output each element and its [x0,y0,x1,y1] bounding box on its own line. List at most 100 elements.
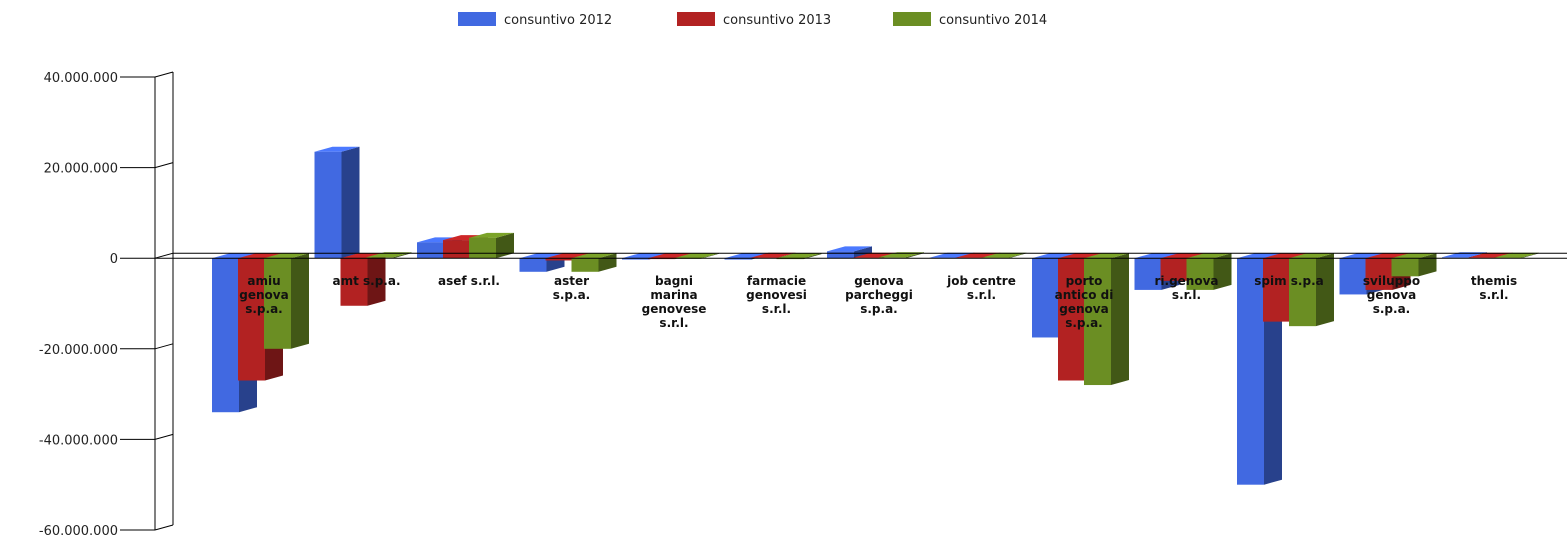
bar-top [212,253,257,259]
bar-top [314,146,360,152]
y-axis: 40.000.000 20.000.000 0 -20.000.000 -40.000.… [39,71,174,535]
bar-top [1134,253,1180,259]
bar-top [853,252,898,258]
bar-top [674,253,719,259]
bars-layer [212,146,1539,485]
bar-front [1237,258,1264,485]
bar-front [1391,258,1419,277]
bar-side [1008,252,1027,259]
y-tick-label: -60.000.000 [39,524,118,535]
bar-front [1263,258,1290,322]
bar-front [443,240,470,259]
bar-top [1391,253,1437,259]
zero-baseline [155,252,1567,259]
y-tick-depth [154,162,174,169]
bar [469,232,514,259]
bar-top [340,253,386,259]
category-label: genova parcheggi s.p.a. [845,274,913,316]
bar-front [1160,258,1188,281]
bar-top [750,252,796,258]
y-tick-label: 0 [110,252,118,267]
bar-front [1032,258,1059,338]
bar-front [519,258,547,272]
bar-top [622,253,667,259]
bar-front [622,258,649,260]
bar-top [1186,253,1232,259]
bar-front [1186,258,1214,290]
bar-front [1134,258,1162,290]
bar-top [1494,252,1539,258]
category-label: themis s.r.l. [1471,274,1517,302]
bar-top [571,253,617,259]
bar-side [803,253,822,260]
bar-side [906,252,924,259]
bar-front [1365,258,1393,290]
bar-front [340,258,368,306]
y-tick-label: -20.000.000 [39,343,118,358]
chart-legend: consuntivo 2012 consuntivo 2013 consuntivo… [458,12,1047,28]
category-label: ri.genova s.r.l. [1154,274,1218,302]
bar [1289,253,1334,327]
category-label: bagni marina genovese s.r.l. [642,274,707,330]
bar-front [827,251,854,259]
bar-top [724,253,770,259]
bar-top [1263,253,1308,259]
bar-top [264,253,309,259]
bar-side [291,253,309,349]
y-tick-label: -40.000.000 [39,433,118,448]
bar-side [1316,253,1334,327]
bar-top [469,232,514,238]
bar-top [1237,253,1282,259]
bar-top [1468,252,1513,258]
bar-front [238,258,265,381]
bar-top [776,253,822,259]
legend-label-1: consuntivo 2012 [504,13,612,28]
y-tick-depth [154,343,174,350]
bar-front [571,258,599,272]
bar [314,146,360,259]
y-tick-depth [154,433,174,440]
category-label: aster s.p.a. [553,274,591,302]
y-tick-label: 20.000.000 [44,162,118,177]
bar-top [1365,253,1411,259]
y-tick-label: 40.000.000 [44,71,118,86]
legend-swatch-3 [893,12,931,26]
bar-top [929,252,975,258]
bar-top [519,253,565,259]
bar-side [701,253,719,259]
category-label: sviluppo genova s.p.a. [1363,274,1420,316]
y-tick-depth [154,524,174,531]
bar-side [367,253,386,306]
bar-front [264,258,291,349]
bar-side [1521,252,1539,259]
bar-side [1418,253,1437,277]
bar-front [417,242,444,259]
bar [340,253,386,306]
bar-top [1339,253,1385,259]
y-tick-depth [154,71,174,78]
bar-top [1160,253,1206,259]
bar-side [854,246,872,259]
bar-front [1058,258,1085,381]
bar [1391,253,1437,277]
bar-side [1111,253,1129,386]
bar-front [1339,258,1367,295]
bar-top [1084,253,1129,259]
category-label: porto antico di genova s.p.a. [1055,274,1114,330]
bar-front [1289,258,1316,327]
bar-side [393,252,412,259]
bar-side [496,232,514,259]
bar-top [648,253,693,259]
category-label: amiu genova s.p.a. [239,274,288,316]
category-labels: amiu genova s.p.a. amt s.p.a. asef s.r.l. ast… [239,274,1517,330]
bar-front [724,258,752,260]
category-label: amt s.p.a. [332,274,400,288]
category-label: spim s.p.a [1254,274,1323,288]
bar-top [981,252,1027,258]
category-label: farmacie genovesi s.r.l. [746,274,807,316]
category-label: job centre s.r.l. [946,274,1016,302]
bar [827,246,872,259]
bar-top [1058,253,1103,259]
bar-top [545,253,591,259]
